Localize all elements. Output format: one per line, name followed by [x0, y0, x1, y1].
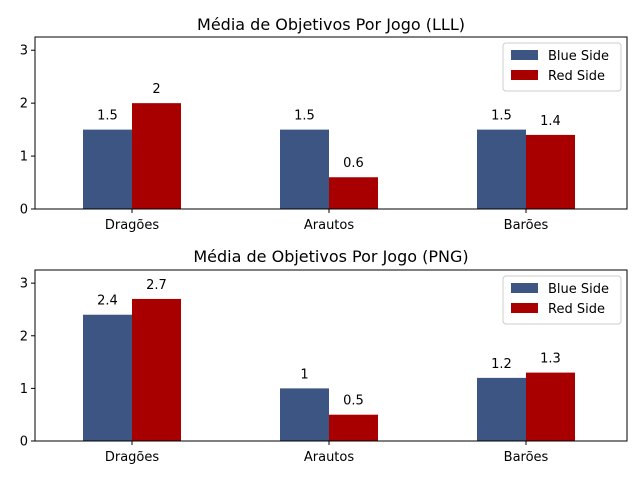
legend-label: Blue Side [548, 49, 609, 64]
bar-blue-side [477, 129, 526, 209]
legend-swatch [511, 50, 538, 60]
legend-swatch [511, 303, 538, 313]
legend-swatch [511, 283, 538, 293]
x-tick-label: Dragões [105, 450, 160, 465]
legend-label: Red Side [548, 69, 605, 84]
data-label: 2.4 [97, 294, 118, 309]
bar-blue-side [83, 129, 132, 209]
x-tick-label: Barões [504, 218, 549, 233]
x-tick-label: Barões [504, 450, 549, 465]
legend-swatch [511, 70, 538, 80]
bar-red-side [329, 414, 378, 441]
data-label: 0.6 [343, 156, 364, 171]
data-label: 1 [300, 367, 308, 382]
chart-title: Média de Objetivos Por Jogo (PNG) [193, 247, 468, 266]
y-tick-label: 0 [20, 203, 28, 218]
y-tick-label: 3 [20, 277, 28, 292]
legend-label: Blue Side [548, 282, 609, 297]
bar-red-side [132, 103, 181, 209]
bar-red-side [132, 298, 181, 441]
data-label: 2 [152, 82, 160, 97]
bar-red-side [329, 177, 378, 209]
chart-title: Média de Objetivos Por Jogo (LLL) [197, 15, 465, 34]
bar-red-side [526, 134, 575, 209]
y-tick-label: 2 [20, 97, 28, 112]
bar-red-side [526, 372, 575, 441]
y-tick-label: 1 [20, 382, 28, 397]
x-tick-label: Arautos [304, 450, 354, 465]
y-tick-label: 2 [20, 329, 28, 344]
y-tick-label: 3 [20, 44, 28, 59]
data-label: 2.7 [146, 278, 167, 293]
x-tick-label: Arautos [304, 218, 354, 233]
data-label: 1.4 [540, 114, 561, 129]
legend: Blue Side Red Side [502, 42, 622, 92]
legend-label: Red Side [548, 302, 605, 317]
chart-panel-2: Média de Objetivos Por Jogo (PNG) 0 1 2 3 2.4… [20, 247, 628, 465]
axes-frame [34, 36, 628, 210]
x-tick-label: Dragões [105, 218, 160, 233]
y-tick-label: 1 [20, 150, 28, 165]
legend: Blue Side Red Side [502, 275, 622, 325]
data-label: 0.5 [343, 394, 364, 409]
data-label: 1.5 [97, 109, 118, 124]
data-label: 1.3 [540, 352, 561, 367]
axes-frame [34, 269, 628, 442]
bar-blue-side [280, 129, 329, 209]
data-label: 1.2 [491, 357, 512, 372]
bar-blue-side [280, 388, 329, 441]
bar-blue-side [83, 314, 132, 441]
data-label: 1.5 [491, 109, 512, 124]
chart-panel-1: Média de Objetivos Por Jogo (LLL) 0 1 2 3 1.5… [20, 15, 628, 233]
data-label: 1.5 [294, 109, 315, 124]
bar-blue-side [477, 377, 526, 441]
y-tick-label: 0 [20, 435, 28, 450]
